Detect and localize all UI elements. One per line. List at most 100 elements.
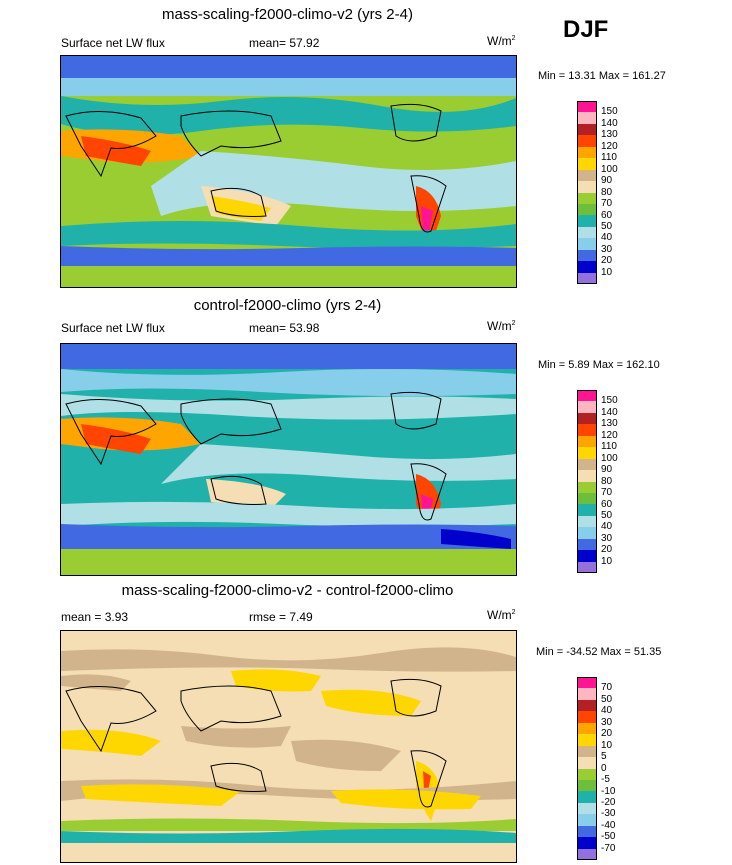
panel-2-min-max: Min = 5.89 Max = 162.10 (538, 359, 660, 371)
colorbar-tick-label: 150 (601, 395, 618, 407)
colorbar-swatch (577, 458, 597, 471)
colorbar-tick-label: 140 (601, 117, 618, 129)
colorbar-swatch (577, 112, 597, 124)
colorbar-tick-label: 110 (601, 441, 617, 453)
colorbar-swatch (577, 481, 597, 493)
panel-3-min-max: Min = -34.52 Max = 51.35 (536, 646, 662, 658)
colorbar-swatch (577, 249, 597, 262)
colorbar-tick-label: 10 (601, 739, 613, 751)
colorbar-tick-label: 80 (601, 475, 613, 487)
colorbar-swatch (577, 492, 597, 505)
colorbar-tick-label: 30 (601, 243, 613, 255)
colorbar-swatch (577, 261, 597, 273)
panel-2-colorbar (577, 390, 597, 573)
colorbar-swatch (577, 711, 597, 723)
colorbar-swatch (577, 135, 597, 147)
colorbar-tick-label: 130 (601, 418, 618, 430)
colorbar-swatch (577, 390, 597, 402)
colorbar-tick-label: -5 (601, 774, 610, 786)
colorbar-swatch (577, 527, 597, 539)
colorbar-swatch (577, 734, 597, 746)
panel-3-units: W/m2 (487, 608, 516, 622)
panel-1-variable-label: Surface net LW flux (61, 36, 165, 50)
colorbar-swatch (577, 677, 597, 689)
panel-1-mean-label: mean= 57.92 (249, 36, 320, 50)
colorbar-swatch (577, 238, 597, 250)
colorbar-tick-label: 5 (601, 751, 607, 763)
colorbar-tick-label: 70 (601, 682, 613, 694)
colorbar-tick-label: -50 (601, 831, 616, 843)
panel-1-title: mass-scaling-f2000-climo-v2 (yrs 2-4) (162, 6, 413, 23)
season-label: DJF (563, 16, 609, 43)
colorbar-swatch (577, 837, 597, 849)
colorbar-tick-label: 110 (601, 152, 617, 164)
colorbar-tick-label: 30 (601, 716, 613, 728)
colorbar-swatch (577, 192, 597, 204)
colorbar-tick-label: 120 (601, 140, 618, 152)
colorbar-tick-label: 10 (601, 555, 613, 567)
colorbar-tick-label: -30 (601, 808, 616, 820)
colorbar-swatch (577, 515, 597, 528)
colorbar-tick-label: 50 (601, 693, 613, 705)
colorbar-tick-label: -20 (601, 796, 616, 808)
colorbar-swatch (577, 779, 597, 792)
panel-2-map (60, 343, 517, 576)
colorbar-tick-label: 60 (601, 498, 613, 510)
colorbar-swatch (577, 226, 597, 239)
colorbar-tick-label: -70 (601, 842, 616, 854)
panel-2-mean-label: mean= 53.98 (249, 321, 320, 335)
colorbar-tick-label: 50 (601, 220, 613, 232)
colorbar-tick-label: 150 (601, 106, 618, 118)
colorbar-swatch (577, 504, 597, 516)
colorbar-swatch (577, 757, 597, 769)
colorbar-swatch (577, 447, 597, 459)
colorbar-tick-label: 70 (601, 487, 613, 499)
colorbar-tick-label: 70 (601, 198, 613, 210)
panel-3-colorbar (577, 677, 597, 860)
colorbar-tick-label: 20 (601, 544, 613, 556)
colorbar-swatch (577, 688, 597, 700)
panel-2-variable-label: Surface net LW flux (61, 321, 165, 335)
colorbar-swatch (577, 158, 597, 170)
colorbar-swatch (577, 101, 597, 113)
colorbar-swatch (577, 848, 597, 860)
colorbar-swatch (577, 802, 597, 815)
colorbar-tick-label: 30 (601, 532, 613, 544)
colorbar-swatch (577, 412, 597, 425)
colorbar-swatch (577, 435, 597, 448)
colorbar-swatch (577, 215, 597, 227)
colorbar-tick-label: 20 (601, 255, 613, 267)
panel-2-title: control-f2000-climo (yrs 2-4) (193, 297, 382, 314)
colorbar-tick-label: 60 (601, 209, 613, 221)
colorbar-tick-label: 120 (601, 429, 618, 441)
colorbar-swatch (577, 146, 597, 159)
panel-1-map (60, 55, 517, 288)
colorbar-swatch (577, 401, 597, 413)
colorbar-swatch (577, 745, 597, 758)
colorbar-tick-label: 100 (601, 452, 618, 464)
colorbar-tick-label: 90 (601, 175, 613, 187)
colorbar-tick-label: 40 (601, 232, 613, 244)
panel-3-map (60, 630, 517, 863)
panel-2-units: W/m2 (487, 319, 516, 333)
colorbar-swatch (577, 538, 597, 551)
colorbar-tick-label: 10 (601, 266, 613, 278)
panel-3-title: mass-scaling-f2000-climo-v2 - control-f2… (121, 582, 454, 599)
colorbar-swatch (577, 169, 597, 182)
colorbar-swatch (577, 123, 597, 136)
colorbar-tick-label: 40 (601, 521, 613, 533)
colorbar-tick-label: 40 (601, 705, 613, 717)
colorbar-tick-label: 140 (601, 406, 618, 418)
panel-3-rmse-label: rmse = 7.49 (249, 610, 313, 624)
colorbar-swatch (577, 699, 597, 712)
colorbar-swatch (577, 550, 597, 562)
colorbar-swatch (577, 791, 597, 803)
panel-1-min-max: Min = 13.31 Max = 161.27 (538, 70, 666, 82)
panel-3-mean-label: mean = 3.93 (61, 610, 129, 624)
colorbar-tick-label: 130 (601, 129, 618, 141)
colorbar-swatch (577, 181, 597, 193)
colorbar-swatch (577, 814, 597, 826)
colorbar-tick-label: 0 (601, 762, 607, 774)
colorbar-tick-label: 20 (601, 728, 613, 740)
colorbar-swatch (577, 272, 597, 284)
